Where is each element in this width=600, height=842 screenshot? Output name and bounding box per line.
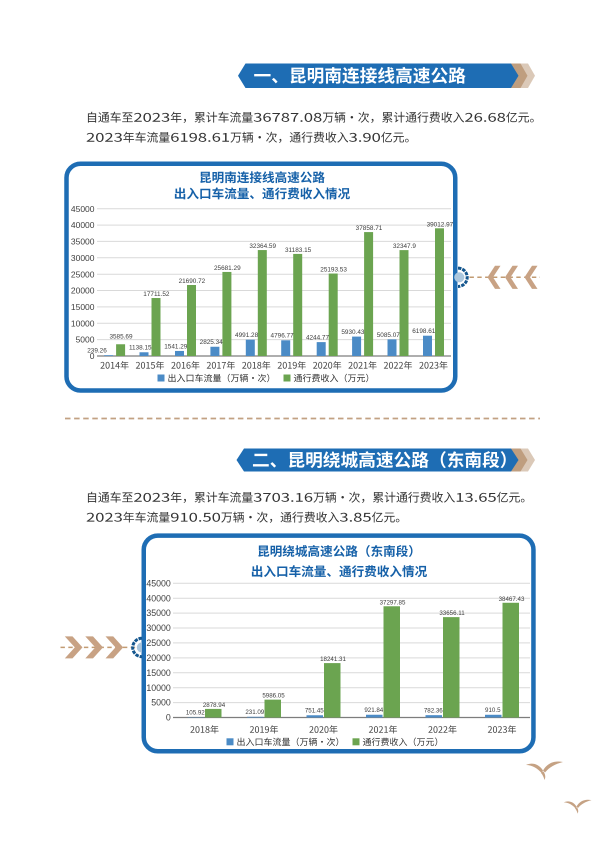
svg-text:40000: 40000 xyxy=(146,593,171,603)
svg-text:38467.43: 38467.43 xyxy=(499,596,525,603)
svg-text:15000: 15000 xyxy=(71,302,95,312)
svg-text:21690.72: 21690.72 xyxy=(179,278,206,285)
svg-text:32347.9: 32347.9 xyxy=(393,243,417,250)
svg-text:39012.97: 39012.97 xyxy=(427,221,454,228)
svg-text:0: 0 xyxy=(90,351,95,361)
svg-text:35000: 35000 xyxy=(71,237,95,247)
svg-text:4244.77: 4244.77 xyxy=(306,335,330,342)
svg-text:2825.34: 2825.34 xyxy=(200,339,224,346)
svg-text:17711.52: 17711.52 xyxy=(143,291,170,298)
svg-text:910.5: 910.5 xyxy=(485,707,501,714)
svg-text:20000: 20000 xyxy=(71,286,95,296)
svg-text:30000: 30000 xyxy=(71,253,95,263)
svg-text:25000: 25000 xyxy=(71,269,95,279)
svg-text:1541.29: 1541.29 xyxy=(164,343,188,350)
svg-text:20000: 20000 xyxy=(146,653,171,663)
svg-text:30000: 30000 xyxy=(146,623,171,633)
svg-text:921.84: 921.84 xyxy=(364,707,383,714)
svg-text:751.45: 751.45 xyxy=(305,708,324,715)
svg-text:33656.11: 33656.11 xyxy=(439,610,465,617)
svg-text:31183.15: 31183.15 xyxy=(285,247,312,254)
svg-text:15000: 15000 xyxy=(146,668,171,678)
svg-text:45000: 45000 xyxy=(71,204,95,214)
svg-text:25681.29: 25681.29 xyxy=(214,265,241,272)
svg-text:5085.07: 5085.07 xyxy=(377,332,401,339)
svg-text:239.26: 239.26 xyxy=(87,348,107,355)
svg-text:32364.59: 32364.59 xyxy=(249,243,276,250)
svg-text:37297.85: 37297.85 xyxy=(380,599,406,606)
svg-text:0: 0 xyxy=(166,713,171,723)
svg-text:5000: 5000 xyxy=(76,335,95,345)
svg-text:1138.15: 1138.15 xyxy=(129,345,152,352)
svg-text:45000: 45000 xyxy=(146,578,171,588)
svg-text:5000: 5000 xyxy=(151,698,171,708)
svg-text:37858.71: 37858.71 xyxy=(356,225,383,232)
svg-text:231.09: 231.09 xyxy=(245,709,264,716)
svg-text:3585.69: 3585.69 xyxy=(109,334,133,341)
svg-text:105.92: 105.92 xyxy=(186,710,205,717)
svg-text:10000: 10000 xyxy=(146,683,171,693)
svg-text:2878.94: 2878.94 xyxy=(203,702,226,709)
svg-text:5930.43: 5930.43 xyxy=(341,329,365,336)
svg-text:25193.53: 25193.53 xyxy=(320,267,347,274)
svg-text:6198.61: 6198.61 xyxy=(412,328,436,335)
svg-text:25000: 25000 xyxy=(146,638,171,648)
svg-text:4796.77: 4796.77 xyxy=(271,333,295,340)
svg-text:10000: 10000 xyxy=(71,318,95,328)
svg-text:40000: 40000 xyxy=(71,220,95,230)
svg-text:18241.31: 18241.31 xyxy=(320,656,346,663)
svg-text:782.36: 782.36 xyxy=(424,708,443,715)
svg-text:35000: 35000 xyxy=(146,608,171,618)
svg-text:5986.05: 5986.05 xyxy=(262,693,285,700)
svg-text:4991.28: 4991.28 xyxy=(235,332,259,339)
